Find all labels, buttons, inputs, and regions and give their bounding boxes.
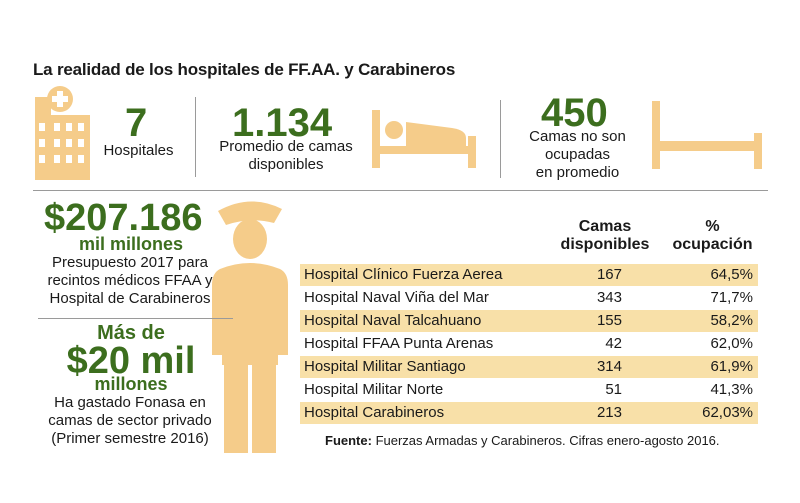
fonasa-desc-3: (Primer semestre 2016) xyxy=(51,430,209,447)
beds-value: 51 xyxy=(605,381,622,398)
hospitals-label: Hospitales xyxy=(103,142,174,159)
occupancy-value: 64,5% xyxy=(710,266,753,283)
source-text: Fuerzas Armadas y Carabineros. Cifras en… xyxy=(371,433,720,448)
fonasa-value: $20 mil xyxy=(66,340,196,382)
hospital-name: Hospital FFAA Punta Arenas xyxy=(304,335,494,352)
column-header-occupancy-1: % xyxy=(705,218,720,235)
beds-value: 167 xyxy=(596,266,622,283)
budget-desc-2: recintos médicos FFAA y xyxy=(47,272,213,289)
column-header-beds-2: disponibles xyxy=(560,236,650,253)
officer-silhouette-icon xyxy=(212,201,288,453)
unoccupied-label-3: en promedio xyxy=(535,164,620,181)
beds-value: 314 xyxy=(596,358,622,375)
hospital-name: Hospital Militar Norte xyxy=(304,381,444,398)
divider xyxy=(500,100,501,178)
budget-unit: mil millones xyxy=(78,234,184,254)
budget-desc-3: Hospital de Carabineros xyxy=(49,290,211,307)
hospital-name: Hospital Naval Talcahuano xyxy=(304,312,482,329)
hospital-name: Hospital Clínico Fuerza Aerea xyxy=(304,266,503,283)
budget-desc-1: Presupuesto 2017 para xyxy=(52,254,208,271)
hospitals-count: 7 xyxy=(125,101,148,145)
column-header-occupancy-2: ocupación xyxy=(672,236,753,253)
bed-with-patient-icon xyxy=(372,110,476,168)
section-divider xyxy=(33,190,768,191)
unoccupied-label-2: ocupadas xyxy=(544,146,611,163)
fonasa-desc-1: Ha gastado Fonasa en xyxy=(54,394,206,411)
section-divider xyxy=(38,318,233,319)
occupancy-value: 41,3% xyxy=(710,381,753,398)
fonasa-desc-2: camas de sector privado xyxy=(48,412,212,429)
occupancy-value: 61,9% xyxy=(710,358,753,375)
occupancy-value: 58,2% xyxy=(710,312,753,329)
hospital-name: Hospital Carabineros xyxy=(304,404,445,421)
table-row: Hospital Clínico Fuerza Aerea 167 64,5% xyxy=(300,264,758,286)
hospital-name: Hospital Militar Santiago xyxy=(304,358,466,375)
table-row: Hospital FFAA Punta Arenas 42 62,0% xyxy=(300,333,758,355)
source-note: Fuente: Fuerzas Armadas y Carabineros. C… xyxy=(325,433,720,448)
beds-value: 213 xyxy=(596,404,622,421)
beds-value: 155 xyxy=(596,312,622,329)
unoccupied-label-1: Camas no son xyxy=(529,128,626,145)
hospital-name: Hospital Naval Viña del Mar xyxy=(304,289,489,306)
column-header-beds-1: Camas xyxy=(578,218,632,235)
hospital-building-icon xyxy=(35,86,90,180)
empty-bed-icon xyxy=(652,101,762,169)
fonasa-value-prefix: Más de xyxy=(97,322,165,344)
page-title: La realidad de los hospitales de FF.AA. … xyxy=(33,60,456,79)
beds-value: 343 xyxy=(596,289,622,306)
beds-value: 42 xyxy=(605,335,622,352)
beds-average-label-2: disponibles xyxy=(248,156,324,173)
beds-average-value: 1.134 xyxy=(232,101,333,145)
budget-value: $207.186 xyxy=(44,197,203,239)
occupancy-value: 62,0% xyxy=(710,335,753,352)
fonasa-unit: millones xyxy=(94,374,168,394)
occupancy-value: 71,7% xyxy=(710,289,753,306)
table-row: Hospital Militar Norte 51 41,3% xyxy=(300,379,758,401)
unoccupied-beds-value: 450 xyxy=(541,91,608,135)
divider xyxy=(195,97,196,177)
source-label: Fuente: xyxy=(325,433,372,448)
table-row: Hospital Naval Talcahuano 155 58,2% xyxy=(300,310,758,332)
table-row: Hospital Carabineros 213 62,03% xyxy=(300,402,758,424)
table-row: Hospital Militar Santiago 314 61,9% xyxy=(300,356,758,378)
beds-average-label-1: Promedio de camas xyxy=(219,138,353,155)
table-row: Hospital Naval Viña del Mar 343 71,7% xyxy=(300,287,758,309)
occupancy-value: 62,03% xyxy=(702,404,753,421)
